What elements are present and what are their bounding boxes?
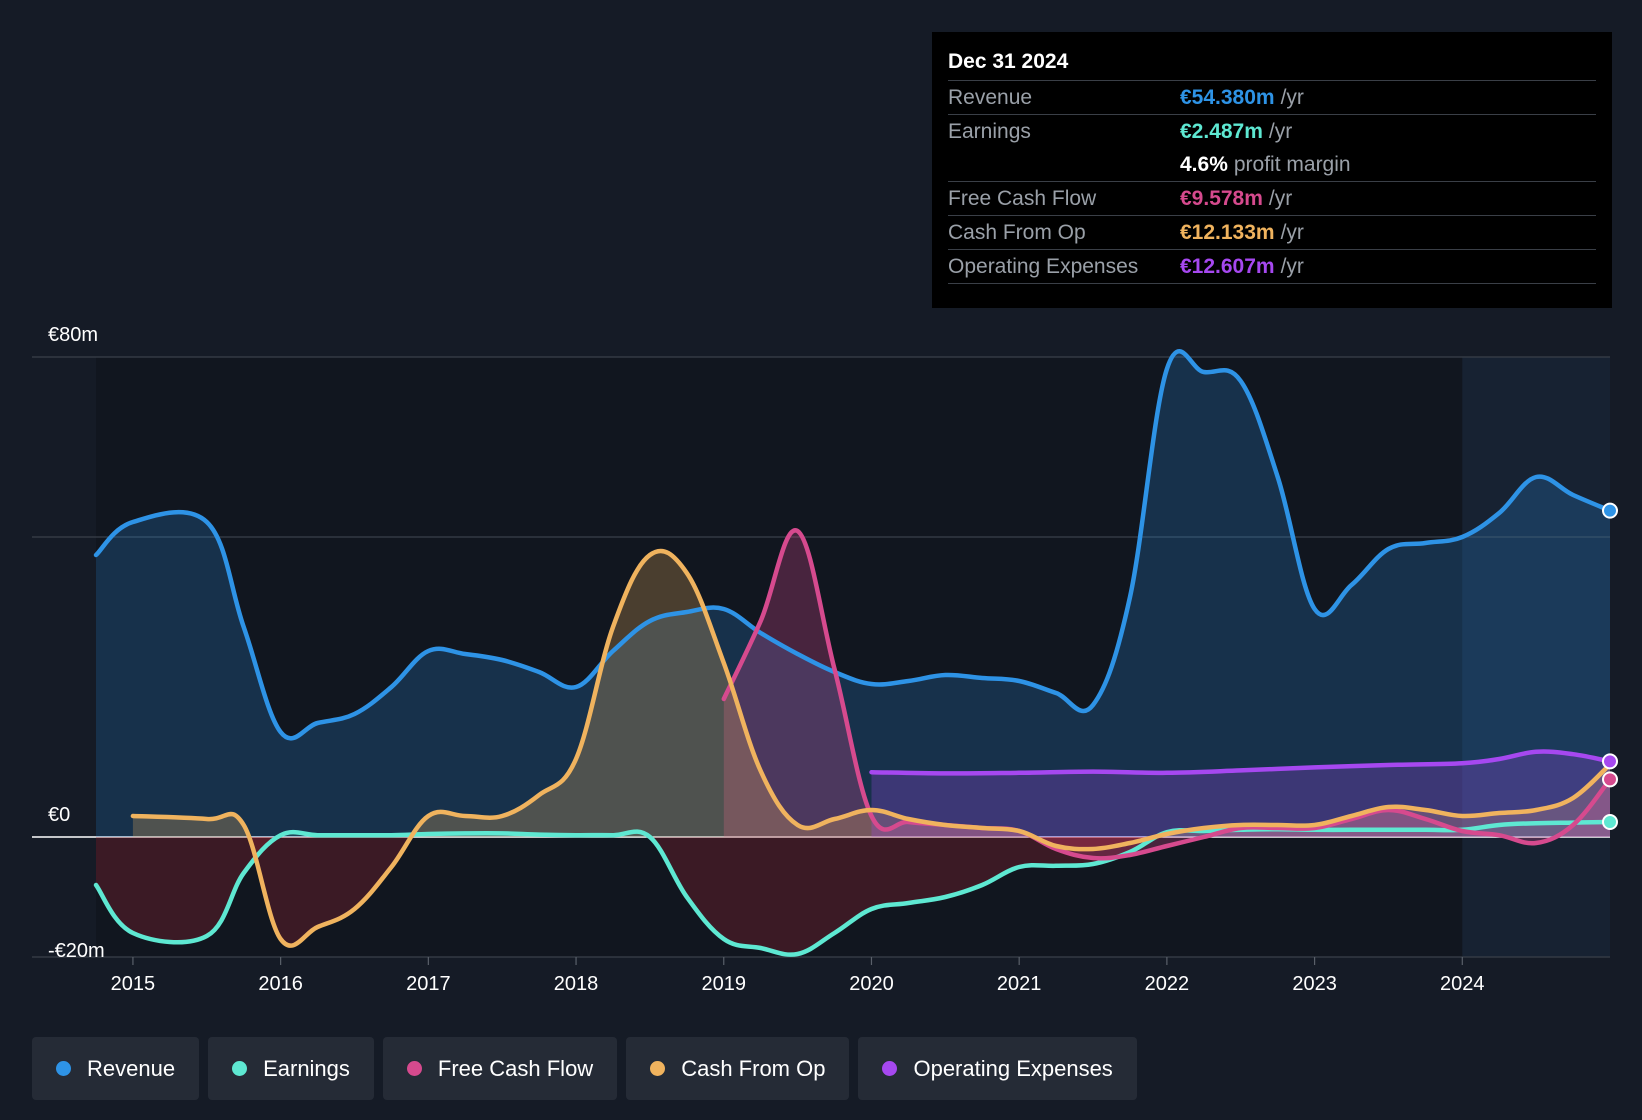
legend-dot-icon bbox=[406, 1061, 422, 1076]
area-earnings bbox=[96, 822, 1610, 837]
tooltip-panel: Dec 31 2024 Revenue €54.380m/yr Earnings €2… bbox=[932, 32, 1612, 308]
legend-label: Free Cash Flow bbox=[437, 1055, 594, 1081]
tooltip-row-value: €9.578m bbox=[1180, 187, 1263, 210]
tooltip-row: 4.6% profit margin bbox=[948, 148, 1596, 182]
line-revenue bbox=[93, 349, 1613, 741]
plot-background bbox=[96, 357, 1463, 957]
tooltip-row-label: Operating Expenses bbox=[948, 255, 1139, 278]
legend-item-cash-from-op[interactable]: Cash From Op bbox=[626, 1037, 850, 1100]
tooltip-row-value: €12.607m bbox=[1180, 255, 1275, 278]
legend-label: Earnings bbox=[263, 1055, 350, 1081]
x-tick-label: 2019 bbox=[702, 973, 747, 995]
line-free-cash-flow bbox=[721, 528, 1613, 861]
tooltip-row-unit: /yr bbox=[1280, 86, 1304, 109]
x-tick-label: 2024 bbox=[1440, 973, 1485, 995]
legend-dot-icon bbox=[882, 1061, 898, 1076]
area-cash-from-op-negative bbox=[132, 837, 1610, 946]
y-tick-label: €80m bbox=[48, 324, 98, 346]
tooltip-row: Cash From Op €12.133m/yr bbox=[948, 216, 1596, 250]
x-tick-label: 2018 bbox=[554, 973, 599, 995]
end-marker-earnings bbox=[1602, 814, 1618, 830]
legend-item-revenue[interactable]: Revenue bbox=[32, 1037, 200, 1100]
tooltip-row: Earnings €2.487m/yr bbox=[948, 115, 1596, 148]
tooltip-row-label: Revenue bbox=[948, 86, 1033, 109]
tooltip-row-value: €2.487m bbox=[1180, 120, 1263, 143]
x-tick-label: 2022 bbox=[1145, 973, 1190, 995]
tooltip-row-label: Free Cash Flow bbox=[948, 187, 1097, 210]
tooltip-row-unit: /yr bbox=[1268, 187, 1293, 210]
area-earnings-negative bbox=[96, 837, 1610, 955]
tooltip-rows: Revenue €54.380m/yr Earnings €2.487m/yr 4.6%… bbox=[948, 81, 1596, 284]
y-tick-label: €0 bbox=[48, 804, 70, 826]
tooltip-row-unit: /yr bbox=[1268, 120, 1293, 143]
tooltip-row-value: €54.380m bbox=[1180, 86, 1275, 109]
legend: Revenue Earnings Free Cash Flow Cash From O… bbox=[32, 1037, 1137, 1100]
tooltip-date: Dec 31 2024 bbox=[948, 44, 1596, 81]
area-revenue bbox=[96, 351, 1610, 837]
x-tick-label: 2016 bbox=[258, 973, 303, 995]
legend-item-free-cash-flow[interactable]: Free Cash Flow bbox=[382, 1037, 618, 1100]
tooltip-row: Revenue €54.380m/yr bbox=[948, 81, 1596, 115]
x-tick-label: 2023 bbox=[1292, 973, 1337, 995]
line-cash-from-op bbox=[130, 548, 1613, 948]
legend-item-operating-expenses[interactable]: Operating Expenses bbox=[858, 1037, 1137, 1100]
x-tick-label: 2020 bbox=[849, 973, 894, 995]
legend-dot-icon bbox=[56, 1061, 71, 1076]
tooltip-row-label: Cash From Op bbox=[948, 221, 1086, 244]
end-marker-operating-expenses bbox=[1602, 753, 1618, 770]
x-tick-label: 2017 bbox=[406, 973, 451, 995]
tooltip-row-label bbox=[948, 148, 1180, 181]
legend-label: Operating Expenses bbox=[913, 1055, 1113, 1081]
tooltip-row-value: 4.6% bbox=[1180, 153, 1228, 176]
legend-dot-icon bbox=[232, 1061, 248, 1076]
y-tick-label: -€20m bbox=[48, 940, 105, 962]
tooltip-row: Operating Expenses €12.607m/yr bbox=[948, 250, 1596, 284]
legend-label: Cash From Op bbox=[681, 1055, 826, 1081]
legend-label: Revenue bbox=[87, 1055, 176, 1081]
x-tick-label: 2015 bbox=[111, 973, 156, 995]
tooltip-row-unit: profit margin bbox=[1233, 153, 1351, 176]
end-marker-revenue bbox=[1602, 502, 1618, 519]
line-operating-expenses bbox=[869, 749, 1613, 776]
end-marker-free-cash-flow bbox=[1602, 771, 1618, 788]
tooltip-row: Free Cash Flow €9.578m/yr bbox=[948, 182, 1596, 216]
legend-item-earnings[interactable]: Earnings bbox=[208, 1037, 374, 1100]
tooltip-row-label: Earnings bbox=[948, 120, 1031, 143]
tooltip-row-unit: /yr bbox=[1280, 221, 1304, 244]
highlight-region bbox=[1462, 357, 1610, 957]
tooltip-row-value: €12.133m bbox=[1180, 221, 1275, 244]
line-earnings bbox=[93, 819, 1613, 957]
legend-dot-icon bbox=[650, 1061, 666, 1076]
x-tick-label: 2021 bbox=[997, 973, 1042, 995]
tooltip-row-unit: /yr bbox=[1280, 255, 1304, 278]
